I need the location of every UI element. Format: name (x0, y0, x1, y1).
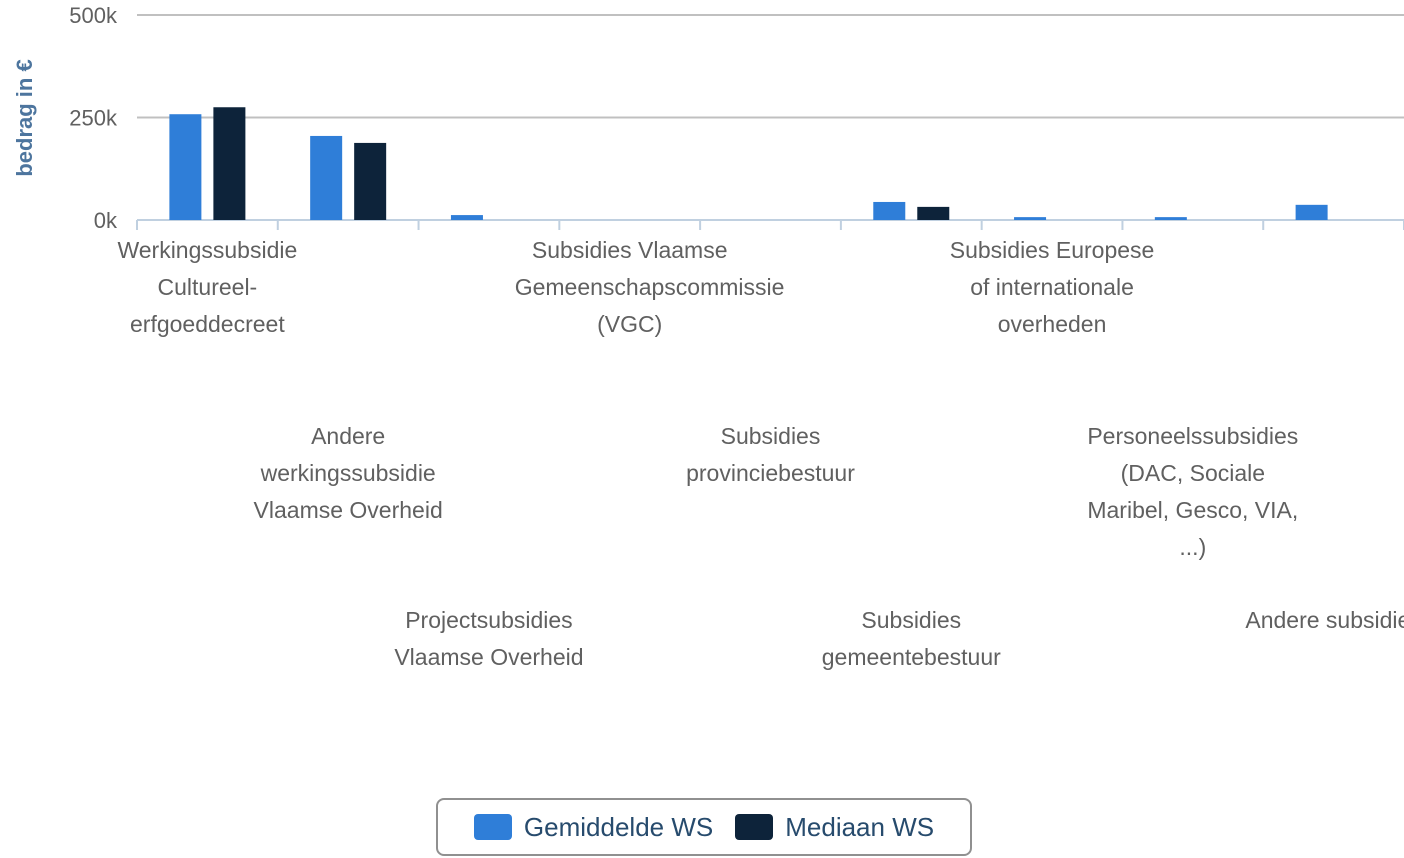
legend-swatch (473, 814, 512, 840)
x-tick-label: Andere werkingssubsidie Vlaamse Overheid (253, 423, 443, 523)
bar (450, 215, 483, 220)
x-tick-label: Subsidies provinciebestuur (686, 423, 855, 486)
legend-label: Mediaan WS (785, 811, 935, 842)
bar (873, 201, 906, 220)
bar (1014, 217, 1047, 220)
x-tick-label: Subsidies Europese of internationale ove… (949, 237, 1155, 337)
x-tick-label: Subsidies Vlaamse Gemeenschapscommissie … (514, 237, 785, 337)
bar (354, 142, 387, 220)
bar (1295, 204, 1328, 220)
x-tick-label: Projectsubsidies Vlaamse Overheid (394, 607, 584, 670)
y-tick-label: 250k (69, 106, 118, 131)
bar (1154, 217, 1187, 220)
bar (169, 114, 202, 220)
x-tick-label: Subsidies gemeentebestuur (821, 607, 1001, 670)
x-tick-label: Andere subsidies (1245, 607, 1404, 633)
x-tick-label: Personeelssubsidies (DAC, Sociale Maribe… (1087, 423, 1299, 560)
legend-swatch (735, 814, 774, 840)
legend: Gemiddelde WS Mediaan WS (436, 798, 972, 856)
legend-item: Mediaan WS (735, 812, 934, 843)
bar (917, 206, 950, 220)
y-tick-label: 500k (69, 3, 118, 28)
bar (310, 135, 343, 220)
legend-label: Gemiddelde WS (523, 811, 714, 842)
y-tick-label: 0k (94, 208, 118, 233)
y-axis-title: bedrag in € (12, 59, 37, 176)
bar (213, 107, 246, 220)
legend-item: Gemiddelde WS (473, 811, 714, 843)
x-tick-label: Werkingssubsidie Cultureel-erfgoeddecree… (117, 237, 298, 337)
